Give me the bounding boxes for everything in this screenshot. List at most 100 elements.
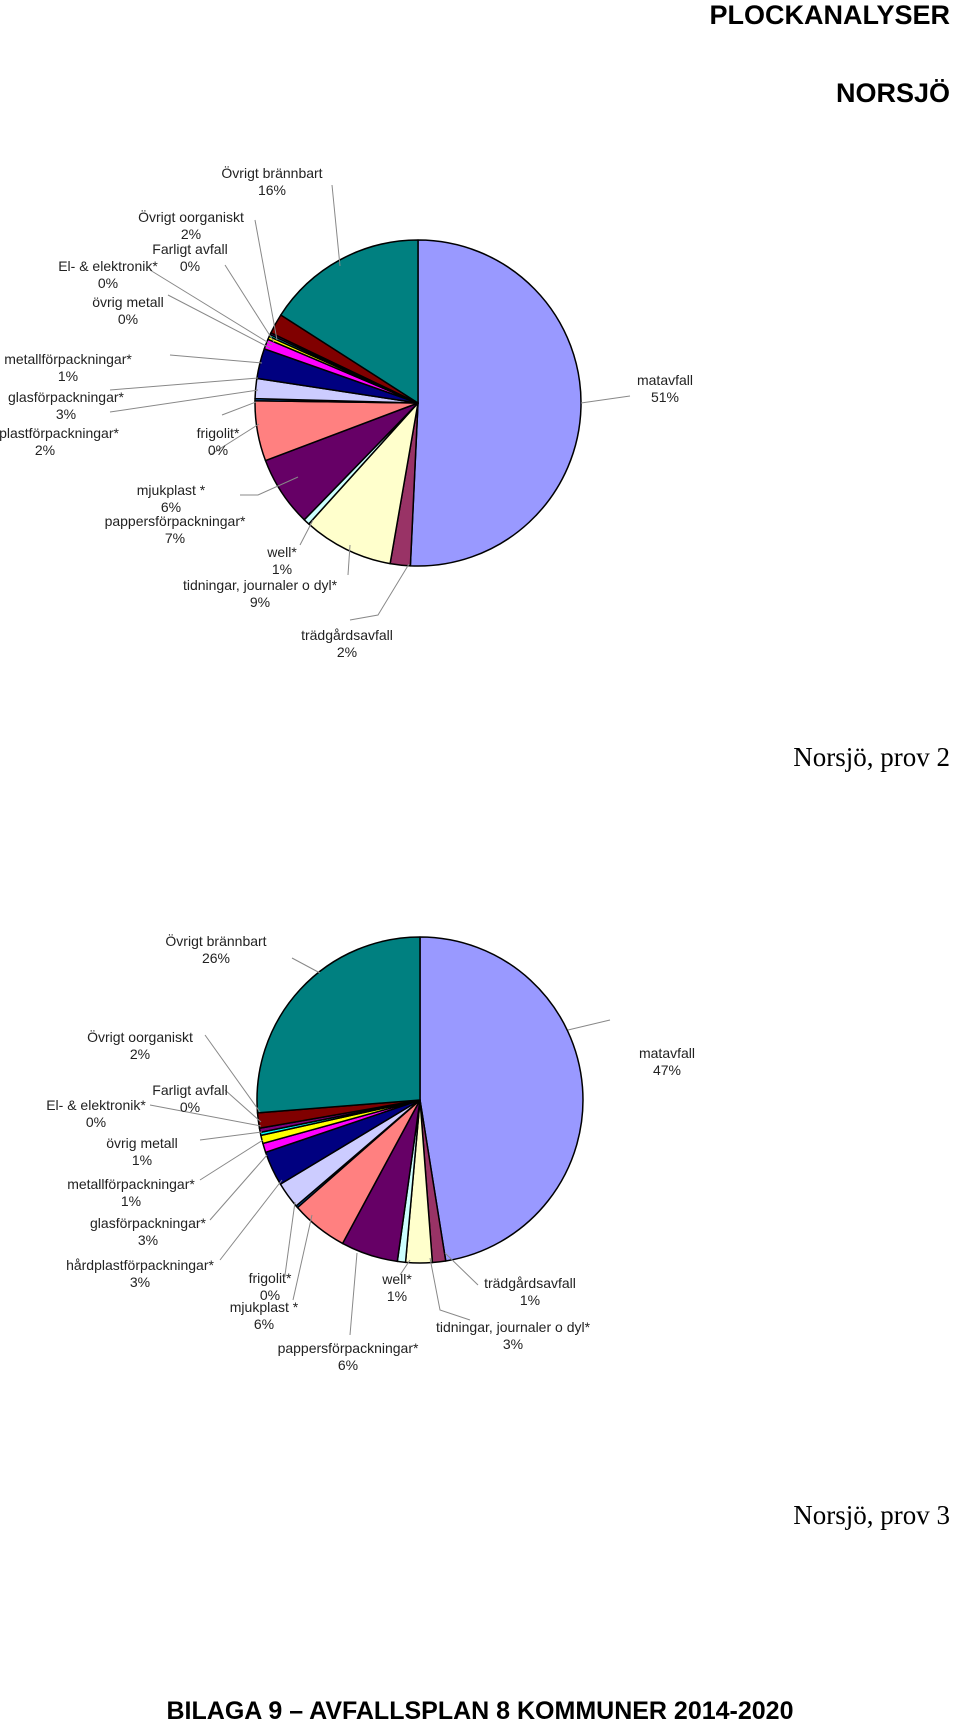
slice-value-mjukplast: 6% (254, 1316, 274, 1332)
slice-value-tradgardsavfall: 2% (337, 644, 357, 660)
slice-name-hardplastforpackningar: hårdplastförpackningar* (0, 425, 119, 441)
slice-name-mjukplast: mjukplast * (230, 1299, 299, 1315)
slice-name-well: well* (381, 1271, 412, 1287)
slice-value-el-elektronik: 0% (86, 1114, 106, 1130)
slice-labels: matavfall47%trädgårdsavfall1%tidningar, … (46, 932, 695, 1373)
leader-line-pappersforpackningar (240, 476, 299, 496)
slice-labels: matavfall51%trädgårdsavfall2%tidningar, … (0, 164, 693, 660)
leader-line-tradgardsavfall (349, 563, 410, 621)
slice-name-frigolit: frigolit* (249, 1270, 292, 1286)
slice-name-tidningar-journaler-o-dyl: tidningar, journaler o dyl* (436, 1319, 591, 1335)
slice-name-metallforpackningar: metallförpackningar* (67, 1176, 195, 1192)
slice-value-frigolit: 0% (208, 442, 228, 458)
slice-value-hardplastforpackningar: 3% (130, 1274, 150, 1290)
leader-line-matavfall (567, 1019, 611, 1031)
leader-line-farligt-avfall (224, 1089, 262, 1123)
slice-name-tidningar-journaler-o-dyl: tidningar, journaler o dyl* (183, 577, 338, 593)
leader-line-el-elektronik (149, 1104, 262, 1127)
leader-line-ovrigt-oorganiskt (204, 1034, 261, 1113)
slice-value-ovrigt-oorganiskt: 2% (181, 226, 201, 242)
slice-name-glasforpackningar: glasförpackningar* (8, 389, 125, 405)
slice-name-ovrigt-oorganiskt: Övrigt oorganiskt (138, 208, 244, 225)
slice-name-metallforpackningar: metallförpackningar* (4, 351, 132, 367)
pie-slice-ovrigt-brannbart (256, 936, 421, 1114)
pie-slices (254, 239, 582, 567)
leader-line-pappersforpackningar (349, 1252, 358, 1336)
slice-value-pappersforpackningar: 7% (165, 530, 185, 546)
pie-slice-matavfall (409, 239, 582, 567)
leader-line-frigolit (221, 401, 257, 416)
slice-value-ovrigt-oorganiskt: 2% (130, 1046, 150, 1062)
leader-line-el-elektronik (149, 269, 273, 346)
slice-value-metallforpackningar: 1% (121, 1193, 141, 1209)
slice-name-frigolit: frigolit* (197, 425, 240, 441)
leader-lines (109, 184, 631, 621)
slice-name-pappersforpackningar: pappersförpackningar* (278, 1340, 419, 1356)
leader-line-ovrigt-brannbart (331, 184, 341, 267)
leader-line-ovrig-metall (167, 294, 271, 349)
slice-value-farligt-avfall: 0% (180, 258, 200, 274)
leader-line-mjukplast (292, 1214, 313, 1301)
slice-value-frigolit: 0% (260, 1287, 280, 1303)
slice-value-glasforpackningar: 3% (56, 406, 76, 422)
page-subtitle: NORSJÖ (835, 78, 950, 108)
slice-name-ovrigt-oorganiskt: Övrigt oorganiskt (87, 1028, 193, 1045)
slice-name-farligt-avfall: Farligt avfall (152, 1082, 227, 1098)
slice-name-tradgardsavfall: trädgårdsavfall (301, 627, 393, 643)
slice-value-ovrigt-brannbart: 26% (202, 950, 230, 966)
slice-name-matavfall: matavfall (637, 372, 693, 388)
slice-value-hardplastforpackningar: 2% (35, 442, 55, 458)
slice-name-mjukplast: mjukplast * (137, 482, 206, 498)
slice-name-glasforpackningar: glasförpackningar* (90, 1215, 207, 1231)
slice-value-mjukplast: 6% (161, 499, 181, 515)
slice-name-el-elektronik: El- & elektronik* (58, 258, 158, 274)
leader-line-tidningar-journaler-o-dyl (429, 1257, 471, 1321)
slice-value-well: 1% (387, 1288, 407, 1304)
page-footer: BILAGA 9 – AVFALLSPLAN 8 KOMMUNER 2014-2… (166, 1697, 794, 1725)
pie-chart-prov-3: matavfall47%trädgårdsavfall1%tidningar, … (46, 932, 695, 1373)
slice-value-metallforpackningar: 1% (58, 368, 78, 384)
slice-name-well: well* (266, 544, 297, 560)
slice-name-ovrigt-brannbart: Övrigt brännbart (165, 932, 266, 949)
slice-value-tidningar-journaler-o-dyl: 9% (250, 594, 270, 610)
leader-line-mjukplast (209, 423, 260, 456)
leader-line-metallforpackningar (169, 354, 263, 364)
slice-value-well: 1% (272, 561, 292, 577)
slice-value-el-elektronik: 0% (98, 275, 118, 291)
leader-line-glasforpackningar (109, 377, 259, 391)
leader-line-farligt-avfall (224, 264, 275, 343)
slice-value-glasforpackningar: 3% (138, 1232, 158, 1248)
slice-value-tidningar-journaler-o-dyl: 3% (503, 1336, 523, 1352)
leader-lines (149, 957, 611, 1336)
slice-name-hardplastforpackningar: hårdplastförpackningar* (66, 1257, 214, 1273)
slice-name-ovrigt-brannbart: Övrigt brännbart (221, 164, 322, 181)
slice-name-pappersforpackningar: pappersförpackningar* (105, 513, 246, 529)
leader-line-well (299, 519, 314, 546)
slice-value-farligt-avfall: 0% (180, 1099, 200, 1115)
leader-line-metallforpackningar (199, 1139, 264, 1181)
leader-line-ovrigt-oorganiskt (254, 219, 278, 341)
leader-line-hardplastforpackningar (219, 1179, 283, 1261)
chart-title-prov-3: Norsjö, prov 3 (793, 1500, 950, 1530)
leader-line-frigolit (284, 1201, 296, 1276)
slice-value-matavfall: 51% (651, 389, 679, 405)
slice-name-el-elektronik: El- & elektronik* (46, 1097, 146, 1113)
slice-value-pappersforpackningar: 6% (338, 1357, 358, 1373)
leader-line-well (399, 1259, 411, 1276)
chart-title-prov-2: Norsjö, prov 2 (793, 742, 950, 772)
slice-value-ovrig-metall: 1% (132, 1152, 152, 1168)
pie-slice-matavfall (419, 936, 584, 1262)
slice-name-farligt-avfall: Farligt avfall (152, 241, 227, 257)
slice-name-matavfall: matavfall (639, 1045, 695, 1061)
slice-name-ovrig-metall: övrig metall (92, 294, 164, 310)
leader-line-tidningar-journaler-o-dyl (347, 544, 351, 576)
slice-value-ovrig-metall: 0% (118, 311, 138, 327)
slice-value-tradgardsavfall: 1% (520, 1292, 540, 1308)
pie-slices (256, 936, 584, 1264)
slice-value-matavfall: 47% (653, 1062, 681, 1078)
slice-name-tradgardsavfall: trädgårdsavfall (484, 1275, 576, 1291)
leader-line-ovrigt-brannbart (291, 957, 321, 974)
leader-line-matavfall (580, 395, 631, 404)
leader-line-ovrig-metall (199, 1131, 263, 1141)
page-title: PLOCKANALYSER (709, 0, 950, 30)
